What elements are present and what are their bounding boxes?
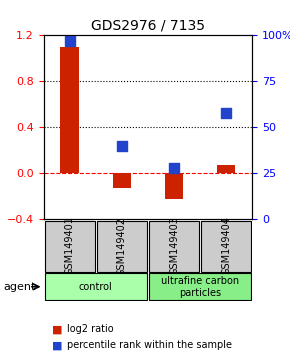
FancyBboxPatch shape xyxy=(149,221,199,272)
Text: ■: ■ xyxy=(52,340,63,350)
FancyBboxPatch shape xyxy=(45,221,95,272)
FancyBboxPatch shape xyxy=(201,221,251,272)
FancyBboxPatch shape xyxy=(149,273,251,300)
Text: ultrafine carbon
particles: ultrafine carbon particles xyxy=(161,276,239,298)
Text: agent: agent xyxy=(3,282,35,292)
Text: ■: ■ xyxy=(52,324,63,334)
Text: log2 ratio: log2 ratio xyxy=(67,324,113,334)
Point xyxy=(224,110,229,115)
Point xyxy=(119,143,124,149)
Bar xyxy=(113,173,131,188)
Text: control: control xyxy=(79,282,113,292)
Text: GSM149401: GSM149401 xyxy=(65,217,75,275)
Title: GDS2976 / 7135: GDS2976 / 7135 xyxy=(91,19,205,33)
Point xyxy=(172,165,176,171)
FancyBboxPatch shape xyxy=(97,221,147,272)
Bar xyxy=(217,165,235,173)
Text: GSM149402: GSM149402 xyxy=(117,217,127,275)
Bar xyxy=(165,173,183,199)
Text: GSM149403: GSM149403 xyxy=(169,217,179,275)
Bar xyxy=(61,47,79,173)
Text: GSM149404: GSM149404 xyxy=(221,217,231,275)
FancyBboxPatch shape xyxy=(45,273,147,300)
Text: percentile rank within the sample: percentile rank within the sample xyxy=(67,340,232,350)
Point xyxy=(67,38,72,44)
